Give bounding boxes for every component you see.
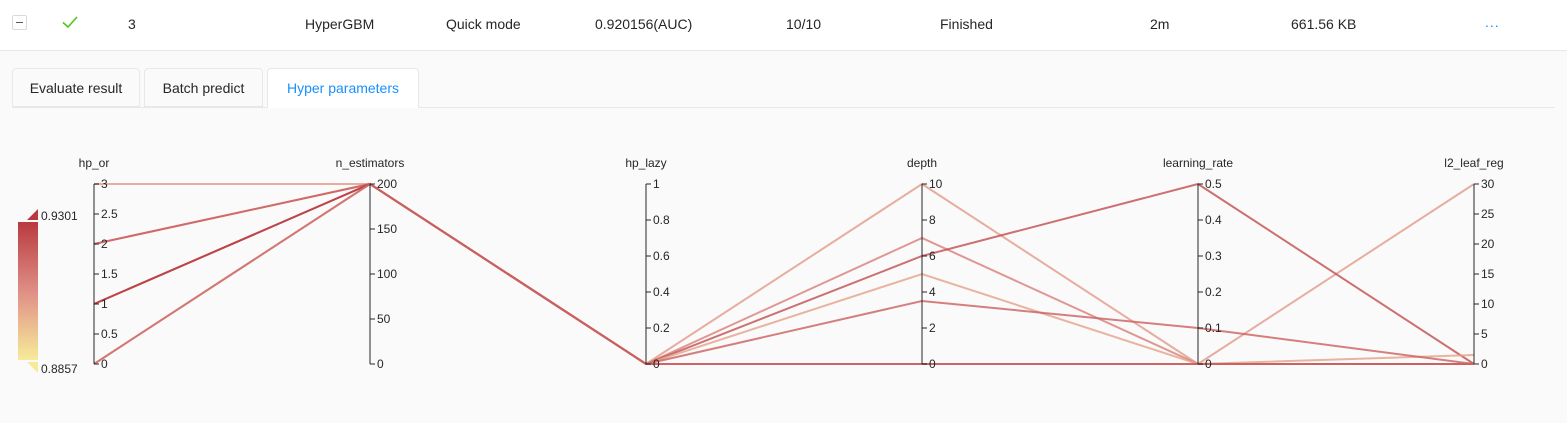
axis-hp-lazy[interactable]: hp_lazy 0 0.2 0.4 0.6 0.8 1 — [625, 156, 670, 371]
tick-label: 200 — [377, 177, 397, 191]
axis-n-estimators[interactable]: n_estimators 0 50 100 150 200 — [336, 156, 405, 371]
tick-label: 0.1 — [1205, 321, 1222, 335]
tick-label: 2.5 — [101, 207, 118, 221]
data-line-7 — [93, 182, 1474, 365]
axis-l2-leaf-reg[interactable]: l2_leaf_reg 0 5 10 15 20 25 30 — [1444, 156, 1503, 371]
tick-label: 0 — [929, 357, 936, 371]
tick-label: 6 — [929, 249, 936, 263]
colorbar-min-handle[interactable] — [27, 362, 38, 373]
minus-square-icon[interactable] — [12, 15, 27, 30]
tick-label: 0.5 — [101, 327, 118, 341]
more-actions-link[interactable]: ... — [1485, 14, 1500, 30]
tick-label: 8 — [929, 213, 936, 227]
tick-label: 0.2 — [653, 321, 670, 335]
tick-label: 50 — [377, 312, 391, 326]
row-score: 0.920156(AUC) — [595, 16, 693, 32]
tick-label: 0.5 — [1205, 177, 1222, 191]
colorbar-gradient — [18, 222, 38, 360]
axis-title: learning_rate — [1163, 156, 1233, 170]
tick-label: 0.6 — [653, 249, 670, 263]
tab-evaluate-result[interactable]: Evaluate result — [12, 68, 140, 107]
tabs-divider — [12, 107, 1555, 108]
tick-label: 1 — [101, 297, 108, 311]
row-mode: Quick mode — [446, 16, 521, 32]
row-framework: HyperGBM — [305, 16, 375, 32]
experiment-row: 3 HyperGBM Quick mode 0.920156(AUC) 10/1… — [0, 0, 1567, 51]
tick-label: 0.4 — [1205, 213, 1222, 227]
tick-label: 20 — [1481, 237, 1495, 251]
row-size: 661.56 KB — [1291, 16, 1357, 32]
tick-label: 0 — [1205, 357, 1212, 371]
data-line-5 — [93, 182, 1475, 366]
tick-label: 0.3 — [1205, 249, 1222, 263]
axis-depth[interactable]: depth 0 2 4 6 8 10 — [907, 156, 943, 371]
colorbar-min-label: 0.8857 — [41, 362, 78, 376]
check-icon — [62, 16, 78, 29]
hyperparameter-parallel-coordinates-chart: hp_or00.511.522.53n_estimators0501001502… — [18, 156, 1504, 376]
tick-label: 0 — [653, 357, 660, 371]
axis-title: l2_leaf_reg — [1444, 156, 1503, 170]
tick-label: 0.2 — [1205, 285, 1222, 299]
color-bar: 0.9301 0.8857 — [18, 209, 78, 376]
tick-label: 10 — [929, 177, 943, 191]
tick-label: 5 — [1481, 327, 1488, 341]
tab-batch-predict[interactable]: Batch predict — [144, 68, 263, 107]
tick-label: 150 — [377, 222, 397, 236]
axes: hp_or00.511.522.53n_estimators0501001502… — [79, 156, 1504, 371]
axis-title: depth — [907, 156, 937, 170]
tick-label: 100 — [377, 267, 397, 281]
axis-hp-or[interactable]: hp_or 0 0.5 1 1.5 2 2.5 3 — [79, 156, 118, 371]
tick-label: 1.5 — [101, 267, 118, 281]
data-lines — [93, 182, 1475, 366]
tick-label: 0 — [101, 357, 108, 371]
row-trials: 10/10 — [786, 16, 822, 32]
tick-label: 2 — [101, 237, 108, 251]
row-status: Finished — [940, 16, 993, 32]
tick-label: 4 — [929, 285, 936, 299]
tick-label: 0.8 — [653, 213, 670, 227]
colorbar-max-handle[interactable] — [27, 209, 38, 220]
tick-label: 30 — [1481, 177, 1495, 191]
axis-title: hp_or — [79, 156, 110, 170]
axis-title: hp_lazy — [625, 156, 666, 170]
tick-label: 15 — [1481, 267, 1495, 281]
colorbar-max-label: 0.9301 — [41, 209, 78, 223]
tick-label: 1 — [653, 177, 660, 191]
tick-label: 2 — [929, 321, 936, 335]
axis-title: n_estimators — [336, 156, 405, 170]
tick-label: 0 — [377, 357, 384, 371]
row-id: 3 — [128, 16, 136, 32]
tick-label: 0 — [1481, 357, 1488, 371]
tick-label: 0.4 — [653, 285, 670, 299]
row-duration: 2m — [1150, 16, 1170, 32]
tick-label: 25 — [1481, 207, 1495, 221]
tab-hyper-parameters[interactable]: Hyper parameters — [267, 68, 419, 108]
axis-learning-rate[interactable]: learning_rate 0 0.1 0.2 0.3 0.4 0.5 — [1163, 156, 1233, 371]
tick-label: 10 — [1481, 297, 1495, 311]
tick-label: 3 — [101, 177, 108, 191]
